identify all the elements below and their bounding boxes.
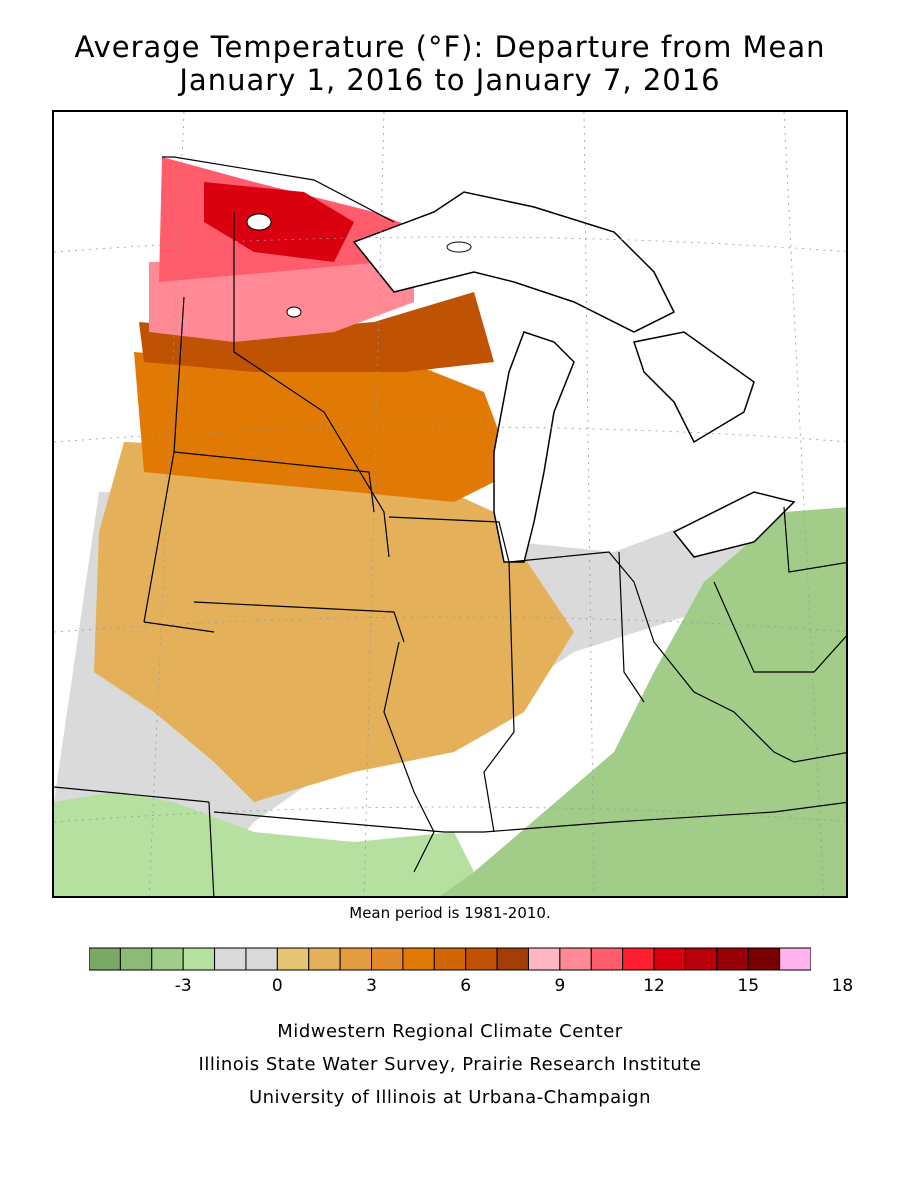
legend-tick-label: 15 [737,976,760,996]
legend-tick-label: -3 [174,976,192,996]
legend-swatch [308,947,341,971]
legend-swatch [684,947,718,971]
legend-swatch [496,947,529,971]
state-boundaries [54,156,846,896]
legend-swatch [653,947,686,971]
lake-huron [633,331,755,444]
legend-swatch [747,947,781,971]
lake-superior [352,191,676,333]
legend-swatch [716,947,749,971]
credit-line1: Midwestern Regional Climate Center [277,1021,623,1042]
map-title-line2: January 1, 2016 to January 7, 2016 [179,63,721,97]
region-arrowhead [204,182,354,262]
legend-swatch [119,947,153,971]
legend-swatch [182,947,216,971]
islands [246,213,472,318]
legend-swatch [245,947,278,971]
credit-line3: University of Illinois at Urbana-Champai… [248,1087,652,1108]
legend-swatch [339,947,373,971]
legend-swatch [402,947,435,971]
region-southeast-green [439,507,846,896]
legend-swatch [371,947,404,971]
legend-tick-label: 3 [366,976,377,996]
lake-erie [672,491,796,558]
mean-period-note: Mean period is 1981-2010. [349,904,551,922]
legend-swatch [590,947,624,971]
legend-swatch [527,947,561,971]
legend-swatch [433,947,467,971]
temperature-departure-map [52,110,848,898]
legend-tick-label: 18 [831,976,854,996]
legend-tick-label: 0 [271,976,283,996]
region-central-band [134,352,514,502]
legend-tick-label: 9 [554,976,566,996]
legend-swatch [779,947,811,971]
legend-tick-label: 12 [643,976,665,996]
legend-swatch [276,947,310,971]
legend-swatch [559,947,592,971]
graticule [54,112,846,896]
lake-michigan [493,331,575,563]
legend-swatch [214,947,247,971]
color-legend [89,947,811,971]
map-canvas [54,112,846,896]
legend-swatch [465,947,498,971]
map-title-line1: Average Temperature (°F): Departure from… [74,30,826,64]
region-southwest-green [54,792,474,896]
legend-swatch [151,947,184,971]
credit-line2: Illinois State Water Survey, Prairie Res… [198,1054,702,1075]
region-plains-band [94,442,574,802]
legend-tick-label: 6 [460,976,472,996]
legend-swatch [89,947,121,971]
legend-swatch [622,947,655,971]
